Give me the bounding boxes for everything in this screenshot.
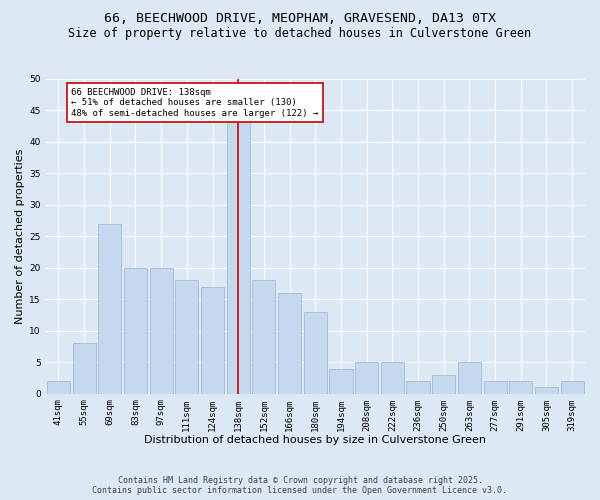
Bar <box>149 268 173 394</box>
Bar <box>355 362 378 394</box>
Bar <box>98 224 121 394</box>
Bar <box>560 381 584 394</box>
Text: Size of property relative to detached houses in Culverstone Green: Size of property relative to detached ho… <box>68 28 532 40</box>
Text: 66 BEECHWOOD DRIVE: 138sqm
← 51% of detached houses are smaller (130)
48% of sem: 66 BEECHWOOD DRIVE: 138sqm ← 51% of deta… <box>71 88 319 118</box>
Bar <box>329 368 353 394</box>
Bar <box>458 362 481 394</box>
Bar <box>253 280 275 394</box>
Bar <box>432 375 455 394</box>
Bar <box>278 293 301 394</box>
Bar <box>381 362 404 394</box>
Bar <box>406 381 430 394</box>
Bar <box>124 268 147 394</box>
Bar <box>73 344 95 394</box>
X-axis label: Distribution of detached houses by size in Culverstone Green: Distribution of detached houses by size … <box>144 435 486 445</box>
Bar <box>201 286 224 394</box>
Bar <box>304 312 327 394</box>
Y-axis label: Number of detached properties: Number of detached properties <box>15 148 25 324</box>
Bar <box>47 381 70 394</box>
Bar <box>227 104 250 394</box>
Bar <box>175 280 199 394</box>
Text: 66, BEECHWOOD DRIVE, MEOPHAM, GRAVESEND, DA13 0TX: 66, BEECHWOOD DRIVE, MEOPHAM, GRAVESEND,… <box>104 12 496 26</box>
Text: Contains HM Land Registry data © Crown copyright and database right 2025.: Contains HM Land Registry data © Crown c… <box>118 476 482 485</box>
Text: Contains public sector information licensed under the Open Government Licence v3: Contains public sector information licen… <box>92 486 508 495</box>
Bar <box>509 381 532 394</box>
Bar <box>484 381 506 394</box>
Bar <box>535 388 558 394</box>
